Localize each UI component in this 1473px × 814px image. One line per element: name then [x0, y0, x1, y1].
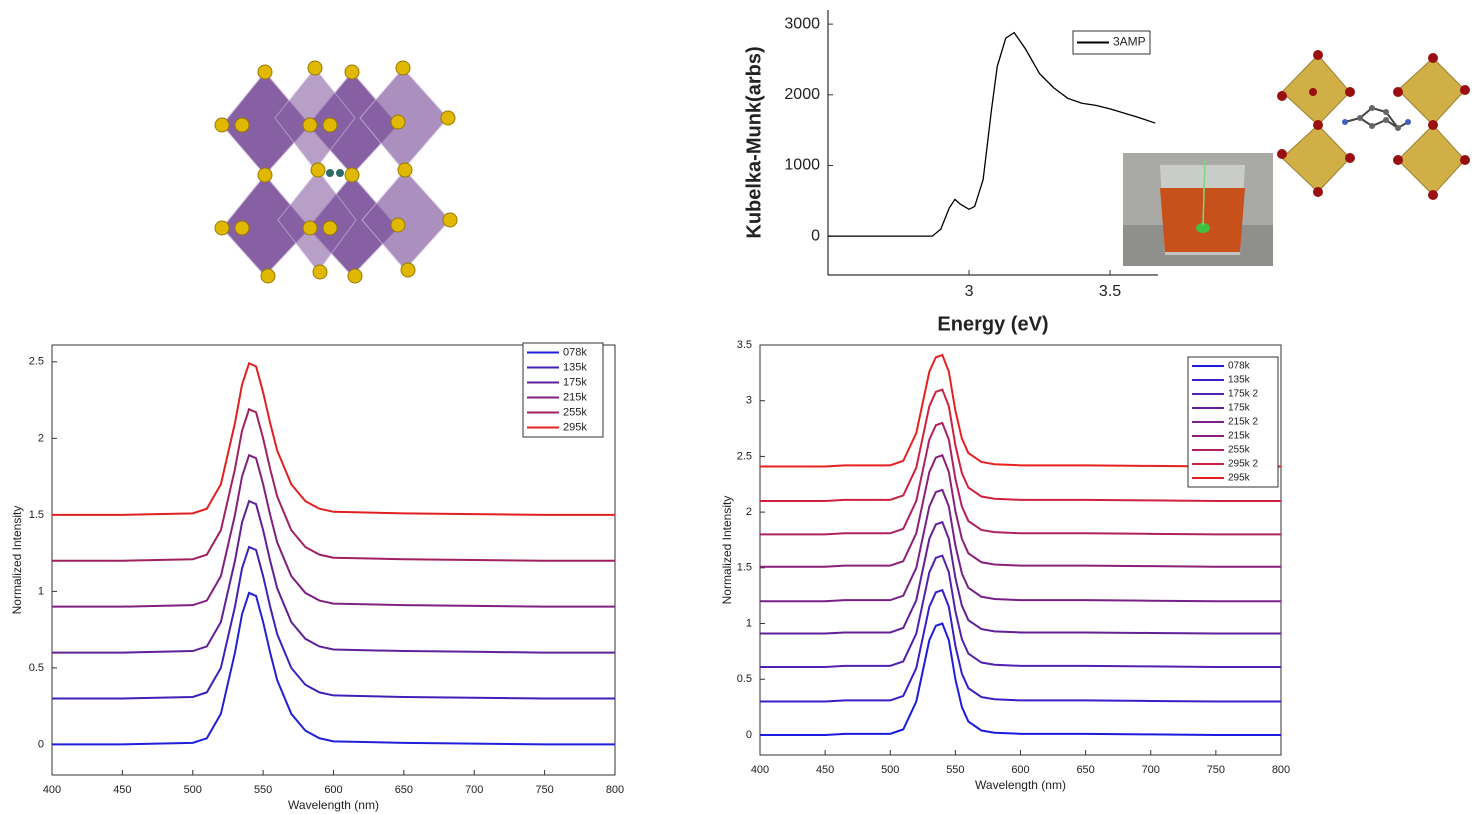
x-tick-label: 750 — [535, 784, 553, 796]
series-line — [52, 591, 615, 746]
x-tick-label: 400 — [751, 764, 769, 776]
x-axis-label: Wavelength (nm) — [288, 798, 379, 812]
x-tick-label: 800 — [606, 784, 624, 796]
x-tick-label: 750 — [1207, 764, 1225, 776]
laser-beam — [1202, 159, 1206, 226]
y-tick-label: 1.5 — [29, 509, 44, 521]
x-tick-label: 3.5 — [1099, 283, 1121, 300]
legend-label: 215k 2 — [1228, 417, 1258, 428]
y-tick-label: 0 — [811, 227, 820, 244]
x-tick-label: 600 — [324, 784, 342, 796]
y-tick-label: 3000 — [784, 15, 820, 32]
series-line — [760, 388, 1281, 502]
y-tick-label: 1 — [38, 585, 44, 597]
series-line — [760, 421, 1281, 536]
y-tick-label: 2.5 — [737, 450, 752, 462]
y-tick-label: 1 — [746, 617, 752, 629]
y-tick-label: 2.5 — [29, 356, 44, 368]
series-line — [52, 362, 615, 516]
legend-label: 255k — [1228, 445, 1251, 456]
legend-label: 295k — [563, 421, 587, 433]
y-tick-label: 3.5 — [737, 339, 752, 351]
laser-spot — [1196, 223, 1210, 233]
legend-label: 135k — [1228, 375, 1251, 386]
x-tick-label: 400 — [43, 784, 61, 796]
series-line — [760, 488, 1281, 603]
x-tick-label: 650 — [395, 784, 413, 796]
x-tick-label: 450 — [816, 764, 834, 776]
y-tick-label: 1000 — [784, 157, 820, 174]
series-line — [52, 407, 615, 562]
x-tick-label: 500 — [881, 764, 899, 776]
y-tick-label: 2000 — [784, 86, 820, 103]
series-line — [760, 454, 1281, 568]
legend-box — [522, 342, 604, 438]
series-line — [52, 499, 615, 654]
legend-label: 175k — [1228, 403, 1251, 414]
legend-label: 175k — [563, 376, 587, 388]
x-tick-label: 700 — [1142, 764, 1160, 776]
legend-label: 215k — [1228, 431, 1251, 442]
legend-box — [1072, 30, 1151, 55]
x-tick-label: 500 — [184, 784, 202, 796]
series-line — [760, 353, 1281, 468]
series-line — [52, 545, 615, 700]
y-tick-label: 0 — [38, 738, 44, 750]
series-line — [52, 453, 615, 608]
y-tick-label: 0.5 — [737, 673, 752, 685]
series-line — [760, 588, 1281, 703]
x-tick-label: 550 — [254, 784, 272, 796]
legend-label: 295k — [1228, 473, 1251, 484]
y-tick-label: 2 — [38, 432, 44, 444]
x-tick-label: 650 — [1076, 764, 1094, 776]
legend-label: 3AMP — [1113, 35, 1146, 49]
y-tick-label: 2 — [746, 506, 752, 518]
molecule-structure-image — [1277, 50, 1470, 200]
series-line — [760, 554, 1281, 668]
y-tick-label: 3 — [746, 395, 752, 407]
sample-photo — [1123, 153, 1273, 266]
x-tick-label: 600 — [1011, 764, 1029, 776]
legend-label: 295k 2 — [1228, 459, 1258, 470]
legend-label: 175k 2 — [1228, 389, 1258, 400]
crystal-structure-image — [214, 60, 458, 284]
legend-label: 215k — [563, 391, 587, 403]
y-tick-label: 1.5 — [737, 562, 752, 574]
legend-label: 255k — [563, 406, 587, 418]
legend-label: 078k — [1228, 361, 1251, 372]
y-axis-label: Normalized Intensity — [10, 506, 24, 615]
x-tick-label: 700 — [465, 784, 483, 796]
x-tick-label: 800 — [1272, 764, 1290, 776]
x-tick-label: 3 — [965, 283, 974, 300]
series-line — [760, 520, 1281, 635]
y-axis-label: Kubelka-Munk(arbs) — [743, 46, 765, 238]
y-axis-label: Normalized Intensity — [720, 496, 734, 605]
series-line — [760, 622, 1281, 736]
legend-label: 135k — [563, 361, 587, 373]
legend-label: 078k — [563, 346, 587, 358]
y-tick-label: 0 — [746, 729, 752, 741]
x-tick-label: 450 — [113, 784, 131, 796]
series-line — [828, 31, 1156, 237]
x-axis-label: Wavelength (nm) — [975, 778, 1066, 792]
x-tick-label: 550 — [946, 764, 964, 776]
y-tick-label: 0.5 — [29, 662, 44, 674]
x-axis-label: Energy (eV) — [937, 313, 1048, 335]
